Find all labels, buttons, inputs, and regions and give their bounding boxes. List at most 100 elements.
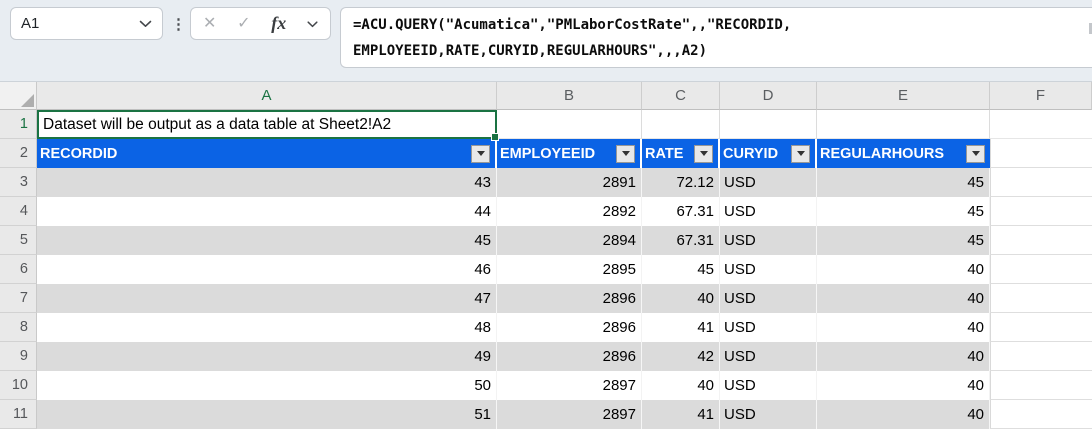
cell-A9[interactable]: 49 (37, 342, 497, 371)
cell-C3[interactable]: 72.12 (642, 168, 720, 197)
table-header-recordid[interactable]: RECORDID (37, 139, 497, 168)
cell-A7[interactable]: 47 (37, 284, 497, 313)
cell-D11[interactable]: USD (720, 400, 817, 429)
row-header-7[interactable]: 7 (0, 284, 37, 313)
cell-E5[interactable]: 45 (817, 226, 990, 255)
cell-F7[interactable] (990, 284, 1092, 313)
cell-F6[interactable] (990, 255, 1092, 284)
table-row-5: 5 45 2894 67.31 USD 45 (0, 226, 1092, 255)
column-header-D[interactable]: D (720, 82, 817, 110)
cell-B1[interactable] (497, 110, 642, 139)
cell-E11[interactable]: 40 (817, 400, 990, 429)
cell-C4[interactable]: 67.31 (642, 197, 720, 226)
column-header-F[interactable]: F (990, 82, 1092, 110)
cell-A8[interactable]: 48 (37, 313, 497, 342)
cell-A6[interactable]: 46 (37, 255, 497, 284)
cell-C1[interactable] (642, 110, 720, 139)
row-header-5[interactable]: 5 (0, 226, 37, 255)
row-header-9[interactable]: 9 (0, 342, 37, 371)
cell-C7[interactable]: 40 (642, 284, 720, 313)
cell-F10[interactable] (990, 371, 1092, 400)
cell-A1-active[interactable]: Dataset will be output as a data table a… (37, 110, 499, 141)
table-header-employeeid[interactable]: EMPLOYEEID (497, 139, 642, 168)
cell-D4[interactable]: USD (720, 197, 817, 226)
filter-dropdown-button[interactable] (471, 144, 490, 163)
cell-F1[interactable] (990, 110, 1092, 139)
filter-dropdown-button[interactable] (694, 144, 713, 163)
cell-A3[interactable]: 43 (37, 168, 497, 197)
cell-F3[interactable] (990, 168, 1092, 197)
cell-E1[interactable] (817, 110, 990, 139)
cell-D10[interactable]: USD (720, 371, 817, 400)
cell-C5[interactable]: 67.31 (642, 226, 720, 255)
cell-B7[interactable]: 2896 (497, 284, 642, 313)
cell-F9[interactable] (990, 342, 1092, 371)
cell-F8[interactable] (990, 313, 1092, 342)
column-header-A[interactable]: A (37, 82, 497, 110)
cell-B4[interactable]: 2892 (497, 197, 642, 226)
column-header-B[interactable]: B (497, 82, 642, 110)
row-header-6[interactable]: 6 (0, 255, 37, 284)
cell-A4[interactable]: 44 (37, 197, 497, 226)
cell-A10[interactable]: 50 (37, 371, 497, 400)
cell-D5[interactable]: USD (720, 226, 817, 255)
cell-E7[interactable]: 40 (817, 284, 990, 313)
cell-B11[interactable]: 2897 (497, 400, 642, 429)
column-header-C[interactable]: C (642, 82, 720, 110)
cell-B6[interactable]: 2895 (497, 255, 642, 284)
cell-C8[interactable]: 41 (642, 313, 720, 342)
table-header-regularhours[interactable]: REGULARHOURS (817, 139, 990, 168)
cell-F11[interactable] (990, 400, 1092, 429)
column-header-E[interactable]: E (817, 82, 990, 110)
cell-C9[interactable]: 42 (642, 342, 720, 371)
filter-dropdown-button[interactable] (966, 144, 985, 163)
cell-E8[interactable]: 40 (817, 313, 990, 342)
cell-C10[interactable]: 40 (642, 371, 720, 400)
table-header-curyid[interactable]: CURYID (720, 139, 817, 168)
cell-D7[interactable]: USD (720, 284, 817, 313)
formula-input[interactable]: =ACU.QUERY("Acumatica","PMLaborCostRate"… (340, 7, 1092, 68)
cell-D6[interactable]: USD (720, 255, 817, 284)
filter-dropdown-button[interactable] (791, 144, 810, 163)
cell-B5[interactable]: 2894 (497, 226, 642, 255)
cell-B9[interactable]: 2896 (497, 342, 642, 371)
cell-B3[interactable]: 2891 (497, 168, 642, 197)
cell-D1[interactable] (720, 110, 817, 139)
cell-C6[interactable]: 45 (642, 255, 720, 284)
cell-E6[interactable]: 40 (817, 255, 990, 284)
row-header-10[interactable]: 10 (0, 371, 37, 400)
cell-A5[interactable]: 45 (37, 226, 497, 255)
cell-E4[interactable]: 45 (817, 197, 990, 226)
cell-E9[interactable]: 40 (817, 342, 990, 371)
cell-D9[interactable]: USD (720, 342, 817, 371)
cell-E3[interactable]: 45 (817, 168, 990, 197)
cell-E10[interactable]: 40 (817, 371, 990, 400)
cell-D3[interactable]: USD (720, 168, 817, 197)
cell-F5[interactable] (990, 226, 1092, 255)
name-box-chevron-down-icon[interactable] (139, 20, 152, 28)
row-header-3[interactable]: 3 (0, 168, 37, 197)
fill-handle[interactable] (491, 133, 499, 141)
row-header-1[interactable]: 1 (0, 110, 37, 139)
row-header-2[interactable]: 2 (0, 139, 37, 168)
cell-B10[interactable]: 2897 (497, 371, 642, 400)
filter-dropdown-button[interactable] (616, 144, 635, 163)
row-header-4[interactable]: 4 (0, 197, 37, 226)
select-all-corner[interactable] (0, 82, 37, 110)
cell-F2[interactable] (990, 139, 1092, 168)
enter-check-icon[interactable]: ✓ (237, 14, 251, 32)
table-row-8: 8 48 2896 41 USD 40 (0, 313, 1092, 342)
function-chevron-down-icon[interactable] (307, 15, 318, 33)
name-box[interactable]: A1 (10, 7, 163, 40)
formula-bar-scroll-handle[interactable] (1089, 23, 1092, 34)
table-header-rate[interactable]: RATE (642, 139, 720, 168)
insert-function-icon[interactable]: fx (271, 13, 287, 33)
cell-A11[interactable]: 51 (37, 400, 497, 429)
cell-F4[interactable] (990, 197, 1092, 226)
row-header-11[interactable]: 11 (0, 400, 37, 429)
row-header-8[interactable]: 8 (0, 313, 37, 342)
cell-B8[interactable]: 2896 (497, 313, 642, 342)
cancel-icon[interactable]: ✕ (203, 14, 217, 32)
cell-D8[interactable]: USD (720, 313, 817, 342)
cell-C11[interactable]: 41 (642, 400, 720, 429)
